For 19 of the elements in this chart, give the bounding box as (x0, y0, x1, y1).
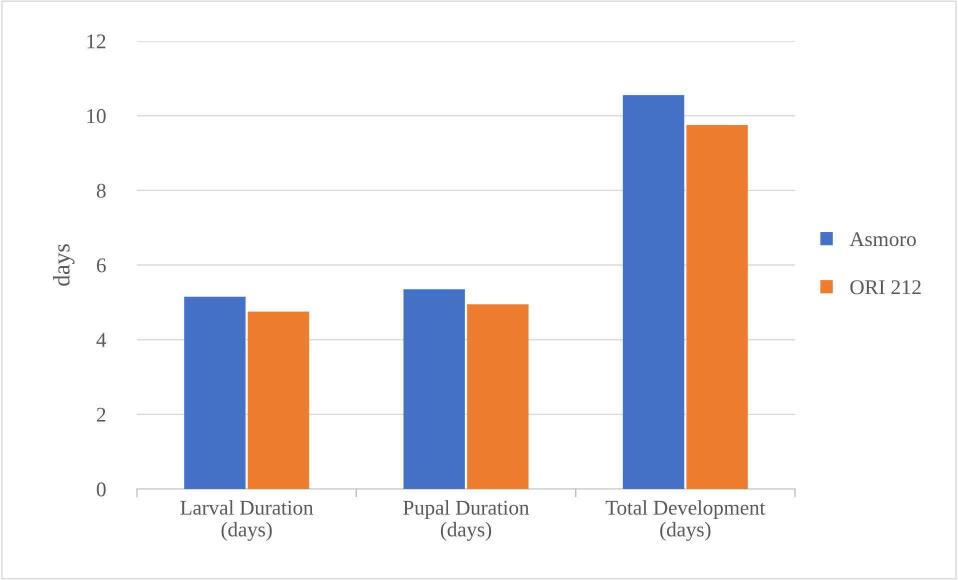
y-tick-label: 0 (96, 482, 106, 496)
bar (248, 312, 310, 489)
x-tick-label: Pupal Duration (days) (403, 500, 530, 541)
bar (622, 95, 684, 489)
bar (403, 289, 465, 489)
y-tick-label: 4 (96, 333, 106, 347)
y-tick-label: 6 (96, 258, 106, 272)
x-tick-label: Total Development (days) (606, 500, 766, 541)
bar (467, 304, 529, 489)
y-tick-label: 10 (87, 109, 106, 124)
bar (686, 125, 748, 489)
legend-label: ORI 212 (850, 280, 921, 294)
y-tick-label: 8 (96, 184, 106, 198)
y-tick-label: 12 (87, 34, 106, 48)
y-tick-label: 2 (96, 408, 106, 422)
legend-label: Asmoro (850, 232, 916, 246)
bar (184, 296, 246, 489)
x-tick-label: Larval Duration (days) (180, 500, 314, 541)
y-axis-title: days (53, 244, 74, 286)
